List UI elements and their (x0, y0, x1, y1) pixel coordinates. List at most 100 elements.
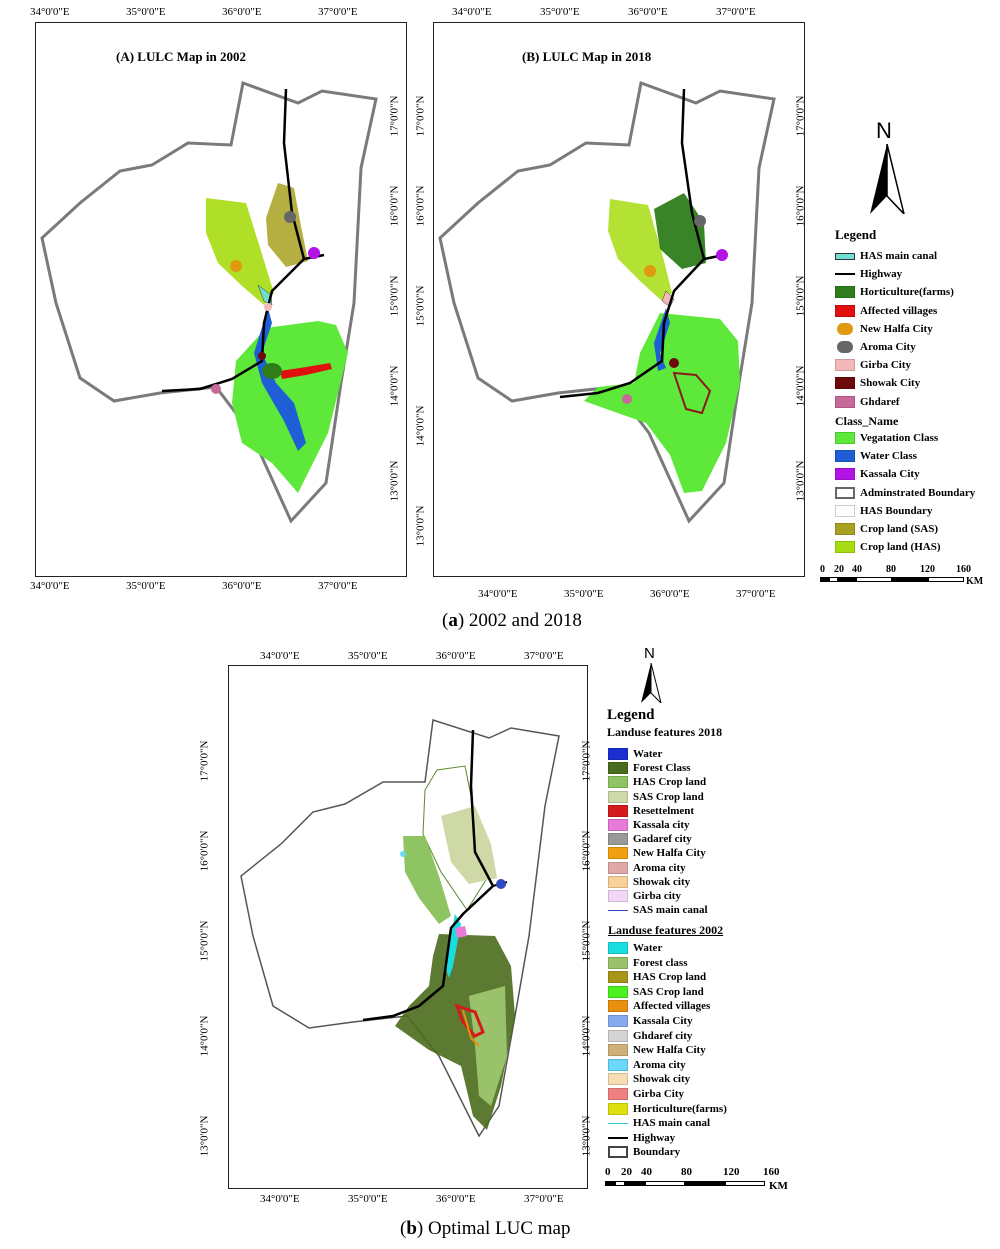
lat-tick-b-left-2: 16°0'0"N (414, 185, 427, 227)
legend-section-2018: Landuse features 2018 (607, 725, 723, 739)
color-swatch (608, 748, 628, 760)
map-panel-2002: (A) LULC Map in 2002 (35, 22, 407, 577)
north-label-a: N (876, 118, 892, 143)
legend-item-label: New Halfa City (860, 322, 933, 335)
legend-item: Forest Class (608, 762, 691, 775)
legend-title-b: Legend (607, 707, 655, 723)
legend-item: New Halfa City (608, 1044, 706, 1057)
legend-item: HAS main canal (835, 250, 937, 262)
lon-tick-bot-c-4: 37°0'0"E (524, 1193, 564, 1205)
aroma-city-2002 (284, 211, 296, 223)
color-swatch (835, 304, 855, 317)
legend-item: Aroma city (608, 861, 686, 874)
north-label-b: N (644, 645, 655, 662)
scale-b-120: 120 (723, 1166, 740, 1178)
legend-item: Water (608, 942, 662, 954)
lon-tick-bot-c-3: 36°0'0"E (436, 1193, 476, 1205)
legend-item-label: Highway (860, 268, 903, 281)
legend-item-label: Water Class (860, 450, 917, 463)
legend-item-label: Showak City (860, 377, 921, 390)
legend-item-label: Horticulture(farms) (860, 286, 954, 299)
lon-tick-top-b-1: 34°0'0"E (452, 6, 492, 18)
lat-tick-c-left-2: 16°0'0"N (198, 830, 211, 872)
resettlement-optimal (454, 1003, 485, 1038)
legend-item-label: HAS main canal (633, 1117, 711, 1130)
legend-item-label: Ghdaref (860, 395, 900, 408)
lon-tick-bot-b-1: 34°0'0"E (478, 588, 518, 600)
aroma-city-optimal (400, 851, 406, 857)
legend-item-label: Aroma city (633, 861, 686, 874)
color-swatch (608, 847, 628, 860)
legend-item-label: Girba City (860, 359, 912, 372)
lat-tick-b-right-1: 17°0'0"N (794, 95, 807, 137)
legend-item: Highway (608, 1132, 675, 1144)
legend-item-label: New Halfa City (633, 1044, 706, 1057)
kassala-city-2002 (308, 247, 320, 259)
legend-item: Crop land (HAS) (835, 541, 940, 554)
dot-swatch (837, 341, 853, 353)
color-swatch (608, 833, 628, 846)
caption-b: (b) Optimal LUC map (400, 1218, 571, 1239)
legend-item: New Halfa City (835, 322, 933, 335)
color-swatch (608, 861, 628, 874)
legend-item: Affected villages (608, 1000, 710, 1013)
lat-tick-b-left-1: 17°0'0"N (414, 95, 427, 137)
color-swatch (835, 395, 855, 408)
legend-item: Vegatation Class (835, 432, 938, 444)
lat-tick-b-right-3: 15°0'0"N (794, 275, 807, 317)
scale-b-160: 160 (763, 1166, 780, 1178)
color-swatch (608, 819, 628, 831)
legend-item-label: Girba City (633, 1088, 685, 1100)
map-2018-canvas (438, 80, 776, 524)
legend-item: Kassala City (608, 1015, 693, 1027)
lon-tick-top-b-3: 36°0'0"E (628, 6, 668, 18)
sas-cropland-2002 (266, 183, 308, 267)
color-swatch (608, 1102, 628, 1115)
lon-tick-top-a-4: 37°0'0"E (318, 6, 358, 18)
scale-a-80: 80 (886, 564, 896, 575)
aroma-city-2018 (694, 215, 706, 227)
lat-tick-b-left-3: 15°0'0"N (414, 285, 427, 327)
scale-a-unit: KM (966, 576, 984, 587)
lat-tick-a-2: 16°0'0"N (388, 185, 401, 227)
legend-item-label: Gadaref city (633, 833, 692, 846)
lon-tick-bot-c-1: 34°0'0"E (260, 1193, 300, 1205)
map-2002-canvas (40, 80, 378, 524)
scale-a-40: 40 (852, 564, 862, 575)
legend-item: HAS Crop land (608, 971, 707, 984)
north-arrow-a: N (862, 118, 912, 214)
legend-item: Gadaref city (608, 833, 692, 846)
color-swatch (835, 541, 855, 554)
scale-b-80: 80 (681, 1166, 692, 1178)
lat-tick-b-right-2: 16°0'0"N (794, 185, 807, 227)
legend-item-label: Water (633, 748, 663, 760)
color-swatch (835, 359, 855, 372)
lon-tick-bot-a-1: 34°0'0"E (30, 580, 70, 592)
highway-2018 (559, 88, 706, 399)
legend-item: Showak city (608, 1073, 690, 1086)
lat-tick-c-right-5: 13°0'0"N (580, 1115, 593, 1157)
color-swatch (835, 286, 855, 299)
legend-item-label: Affected villages (860, 304, 938, 317)
north-arrow-b: N (636, 645, 666, 705)
legend-item-label: SAS main canal (633, 904, 708, 917)
legend-item: Class_Name (835, 414, 898, 429)
north-arrow-icon-b (641, 663, 662, 703)
thin-line-swatch (608, 909, 628, 911)
lon-tick-top-a-3: 36°0'0"E (222, 6, 262, 18)
legend-item-label: HAS Crop land (633, 971, 707, 984)
scale-a-120: 120 (920, 564, 935, 575)
color-swatch (835, 377, 855, 390)
legend-item: SAS Crop land (608, 790, 704, 803)
administrative-boundary-2018 (438, 80, 776, 524)
legend-item: HAS Boundary (835, 504, 933, 517)
legend-item: SAS main canal (608, 904, 708, 916)
legend-item: Adminstrated Boundary (835, 486, 975, 499)
scale-b-0: 0 (605, 1166, 611, 1178)
legend-item-label: New Halfa City (633, 847, 706, 860)
map-panel-2018: (B) LULC Map in 2018 (433, 22, 805, 577)
scale-bar-a: 0 20 40 80 120 160 KM (820, 564, 990, 588)
lat-tick-b-right-4: 14°0'0"N (794, 365, 807, 407)
legend-item-label: HAS Boundary (860, 504, 933, 517)
color-swatch (608, 985, 628, 998)
